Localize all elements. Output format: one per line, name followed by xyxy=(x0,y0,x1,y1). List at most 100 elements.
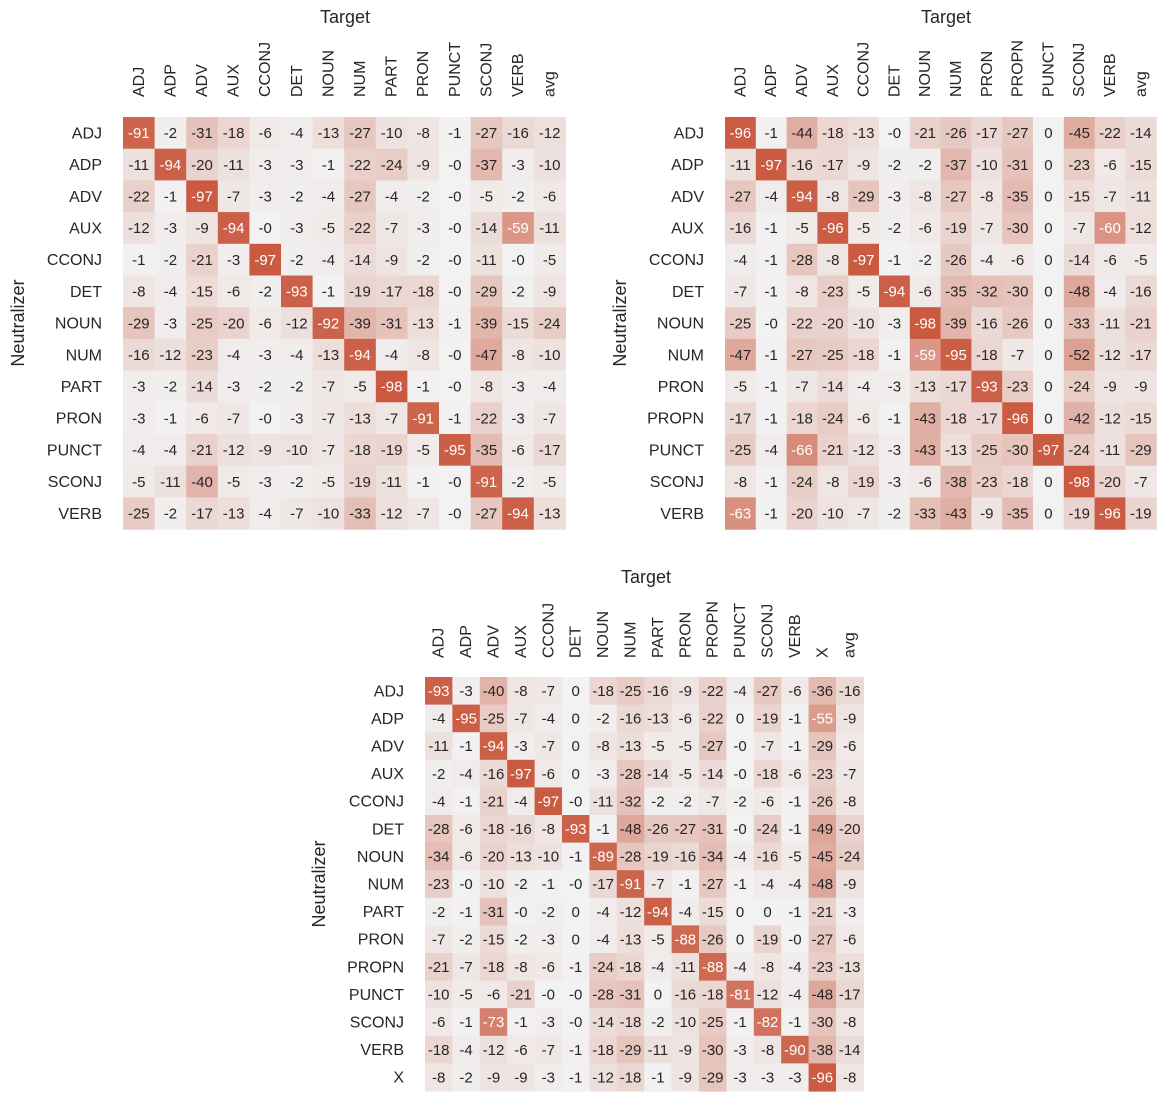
heatmap-cell xyxy=(1094,307,1126,340)
cell-value-label: -8 xyxy=(432,1069,445,1086)
cell-value-label: -13 xyxy=(839,959,861,976)
heatmap-cell xyxy=(154,465,187,498)
cell-value-label: -19 xyxy=(349,474,371,491)
column-label: ADJ xyxy=(732,67,749,97)
heatmap-cell xyxy=(470,180,503,213)
heatmap-cell xyxy=(425,732,453,761)
heatmap-cell xyxy=(879,434,911,467)
heatmap-cell xyxy=(344,465,377,498)
cell-value-label: -7 xyxy=(514,711,527,728)
cell-value-label: -4 xyxy=(514,793,527,810)
cell-value-label: -24 xyxy=(757,821,779,838)
heatmap-cell xyxy=(281,402,314,435)
cell-value-label: -20 xyxy=(1099,474,1121,491)
heatmap-cell xyxy=(725,497,757,530)
cell-value-label: -94 xyxy=(884,284,906,301)
cell-value-label: -5 xyxy=(651,738,664,755)
cell-value-label: -13 xyxy=(349,410,371,427)
cell-value-label: -97 xyxy=(510,766,532,783)
cell-value-label: -21 xyxy=(1130,315,1152,332)
heatmap-cell xyxy=(671,1063,700,1092)
heatmap-cell xyxy=(726,925,755,954)
cell-value-label: -36 xyxy=(811,683,833,700)
cell-value-label: 0 xyxy=(1044,284,1052,301)
heatmap-cell xyxy=(836,787,864,816)
cell-value-label: -25 xyxy=(822,347,844,364)
x-axis-title: Target xyxy=(921,7,971,27)
cell-value-label: -1 xyxy=(733,876,746,893)
heatmap-cell xyxy=(848,402,880,435)
heatmap-cell xyxy=(217,465,250,498)
cell-value-label: -29 xyxy=(1130,442,1152,459)
cell-value-label: -82 xyxy=(757,1014,779,1031)
column-label: ADV xyxy=(486,625,503,658)
cell-value-label: -15 xyxy=(191,284,213,301)
heatmap-cell xyxy=(848,275,880,308)
cell-value-label: -95 xyxy=(945,347,967,364)
heatmap-cell xyxy=(909,370,942,403)
heatmap-cell xyxy=(817,117,849,150)
heatmap-cell xyxy=(909,243,942,277)
cell-value-label: -7 xyxy=(322,410,335,427)
heatmap-cell xyxy=(725,465,757,498)
heatmap-cell xyxy=(562,759,590,788)
heatmap-cell xyxy=(312,465,345,498)
heatmap-cell xyxy=(786,434,818,467)
cell-value-label: -12 xyxy=(1099,410,1121,427)
cell-value-label: -4 xyxy=(322,188,335,205)
cell-value-label: -96 xyxy=(811,1069,833,1086)
heatmap-cell xyxy=(836,1008,864,1037)
heatmap-cell xyxy=(452,980,481,1009)
heatmap-cell xyxy=(1033,370,1065,403)
cell-value-label: -1 xyxy=(765,505,778,522)
heatmap-cell xyxy=(699,815,727,844)
cell-value-label: -30 xyxy=(1007,284,1029,301)
cell-value-label: -0 xyxy=(569,876,582,893)
cell-value-label: 0 xyxy=(1044,252,1052,269)
heatmap-cell xyxy=(344,434,377,467)
column-label: PRON xyxy=(415,51,432,97)
row-label: VERB xyxy=(360,1042,404,1059)
heatmap-cell xyxy=(971,243,1003,277)
heatmap-cell xyxy=(671,787,700,816)
cell-value-label: -3 xyxy=(164,315,177,332)
heatmap-cell xyxy=(1002,180,1034,213)
heatmap-cell xyxy=(344,243,377,277)
heatmap-cell xyxy=(425,980,453,1009)
heatmap-cell xyxy=(726,1008,755,1037)
cell-value-label: -28 xyxy=(791,252,813,269)
heatmap-cell xyxy=(249,212,282,245)
cell-value-label: -4 xyxy=(543,379,556,396)
cell-value-label: -43 xyxy=(914,410,936,427)
heatmap-cell xyxy=(562,704,590,733)
cell-value-label: -6 xyxy=(788,766,801,783)
cell-value-label: -6 xyxy=(919,220,932,237)
cell-value-label: 0 xyxy=(1044,157,1052,174)
heatmap-cell xyxy=(344,275,377,308)
heatmap-cell xyxy=(562,787,590,816)
cell-value-label: 0 xyxy=(736,711,744,728)
cell-value-label: -94 xyxy=(647,904,669,921)
heatmap-cell xyxy=(753,787,782,816)
column-label: NOUN xyxy=(595,611,612,658)
heatmap-cell xyxy=(781,953,810,982)
cell-value-label: -4 xyxy=(322,252,335,269)
cell-value-label: -2 xyxy=(290,379,303,396)
cell-value-label: -31 xyxy=(483,904,505,921)
cell-value-label: -6 xyxy=(1103,157,1116,174)
heatmap-cell xyxy=(644,953,673,982)
heatmap-cell xyxy=(186,275,219,308)
cell-value-label: -3 xyxy=(843,904,856,921)
heatmap-cell xyxy=(452,732,481,761)
cell-value-label: -89 xyxy=(592,849,614,866)
cell-value-label: -96 xyxy=(730,125,752,142)
cell-value-label: -98 xyxy=(914,315,936,332)
heatmap-cell xyxy=(1063,212,1096,245)
column-label: ADV xyxy=(794,64,811,97)
heatmap-cell xyxy=(848,148,880,181)
cell-value-label: -11 xyxy=(539,220,560,237)
cell-value-label: -3 xyxy=(164,220,177,237)
cell-value-label: -3 xyxy=(259,347,272,364)
cell-value-label: -4 xyxy=(733,849,746,866)
cell-value-label: -21 xyxy=(191,442,213,459)
